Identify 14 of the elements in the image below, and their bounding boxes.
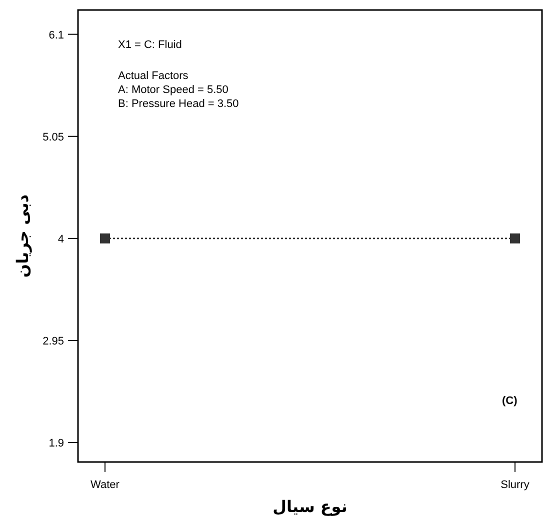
- annotation: Actual Factors: [118, 70, 189, 82]
- y-tick-label: 2.95: [42, 335, 64, 348]
- x-tick-label: Slurry: [500, 479, 530, 491]
- annotation: A: Motor Speed = 5.50: [118, 84, 228, 96]
- annotation: (C): [502, 395, 518, 407]
- y-axis-title: دبی جریان: [13, 194, 32, 278]
- y-tick-label: 4: [58, 233, 64, 246]
- y-tick-label: 1.9: [48, 438, 64, 450]
- y-tick-label: 5.05: [42, 131, 64, 144]
- x-tick-label: Water: [90, 479, 120, 491]
- x-axis-title: نوع سیال: [272, 497, 348, 516]
- annotation: B: Pressure Head = 3.50: [118, 98, 239, 110]
- annotation: X1 = C: Fluid: [118, 39, 182, 51]
- y-tick-label: 6.1: [48, 29, 64, 42]
